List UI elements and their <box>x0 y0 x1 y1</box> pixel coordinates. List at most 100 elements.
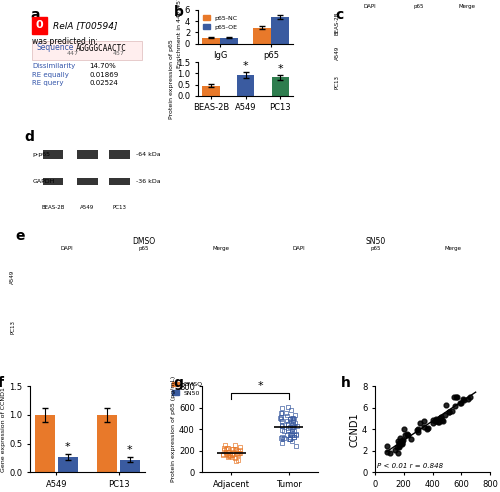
Point <box>383 442 391 450</box>
Bar <box>42 151 64 159</box>
Bar <box>109 151 130 159</box>
Text: 457: 457 <box>112 51 124 56</box>
Point <box>234 451 242 459</box>
Point <box>228 451 235 459</box>
Point <box>284 421 292 429</box>
Point <box>290 431 298 439</box>
Point <box>290 420 298 428</box>
Point <box>289 416 297 424</box>
Point <box>424 424 432 432</box>
Text: 14.70%: 14.70% <box>90 63 117 69</box>
Point <box>294 422 302 430</box>
Point <box>288 414 296 422</box>
Point <box>224 452 232 460</box>
Point <box>286 415 294 423</box>
Point <box>420 423 428 430</box>
Text: *: * <box>257 381 263 391</box>
Text: DAPI: DAPI <box>292 246 305 250</box>
Bar <box>32 17 47 34</box>
Point <box>228 448 236 456</box>
Text: a: a <box>30 8 40 22</box>
Point <box>284 420 292 428</box>
Point <box>459 395 467 403</box>
Point <box>423 425 431 433</box>
Point <box>224 448 232 456</box>
Point <box>434 418 442 426</box>
Point <box>394 449 402 457</box>
Point <box>282 431 290 439</box>
Y-axis label: Protein expression of p65 (pg/mL): Protein expression of p65 (pg/mL) <box>171 376 176 483</box>
Point <box>448 407 456 415</box>
Point <box>232 458 239 465</box>
Bar <box>109 178 130 184</box>
Point <box>278 439 286 447</box>
Point <box>224 444 232 452</box>
Bar <box>77 178 98 184</box>
Point <box>286 433 294 441</box>
Point <box>236 443 244 451</box>
Point <box>395 439 403 447</box>
Point <box>428 416 436 424</box>
Point <box>292 430 300 438</box>
Point <box>220 444 228 452</box>
Text: g: g <box>174 376 184 390</box>
Point <box>292 430 300 438</box>
Point <box>414 425 422 433</box>
Point <box>284 427 292 434</box>
Point <box>398 440 406 448</box>
Point <box>284 424 292 432</box>
Bar <box>98 415 117 472</box>
Point <box>288 406 296 414</box>
Point <box>416 419 424 427</box>
Bar <box>35 415 55 472</box>
Point <box>276 414 284 422</box>
Point <box>288 421 296 429</box>
Bar <box>272 77 289 96</box>
Point <box>286 435 294 443</box>
Point <box>404 430 411 438</box>
Point <box>288 437 296 445</box>
Point <box>446 408 454 416</box>
Text: e: e <box>15 229 24 243</box>
Point <box>287 430 295 437</box>
Point <box>226 452 234 460</box>
Point <box>286 424 294 431</box>
Point <box>292 419 300 427</box>
Point <box>222 450 230 458</box>
Text: A549: A549 <box>10 270 16 283</box>
Text: P < 0.01 r = 0.848: P < 0.01 r = 0.848 <box>378 463 444 469</box>
Point <box>420 417 428 425</box>
Bar <box>32 41 142 60</box>
Point <box>282 409 290 417</box>
Point <box>226 453 234 461</box>
Point <box>386 449 394 457</box>
Text: PC13: PC13 <box>10 320 16 334</box>
Y-axis label: CCND1: CCND1 <box>349 412 359 447</box>
Bar <box>202 86 220 96</box>
Bar <box>237 75 254 96</box>
Point <box>222 441 230 449</box>
Point <box>226 449 234 457</box>
Point <box>396 434 404 442</box>
Point <box>288 427 296 435</box>
Text: 0: 0 <box>36 20 44 31</box>
Point <box>290 415 298 423</box>
Y-axis label: Gene expression of CCND1: Gene expression of CCND1 <box>2 387 6 472</box>
Point <box>395 442 403 450</box>
Point <box>284 403 292 411</box>
Bar <box>120 460 140 472</box>
Text: was predicted in:: was predicted in: <box>32 37 98 46</box>
Text: BEAS-2B: BEAS-2B <box>42 205 64 210</box>
Point <box>398 437 406 445</box>
Point <box>288 427 296 434</box>
Text: PC13: PC13 <box>112 205 126 210</box>
Point <box>396 437 404 445</box>
Point <box>286 415 294 423</box>
Point <box>278 421 285 429</box>
Point <box>224 453 232 461</box>
Text: GAPDH: GAPDH <box>32 179 54 184</box>
Point <box>400 426 408 433</box>
Legend: p65-NC, p65-OE: p65-NC, p65-OE <box>201 13 240 32</box>
Point <box>436 413 444 421</box>
Bar <box>42 178 64 184</box>
